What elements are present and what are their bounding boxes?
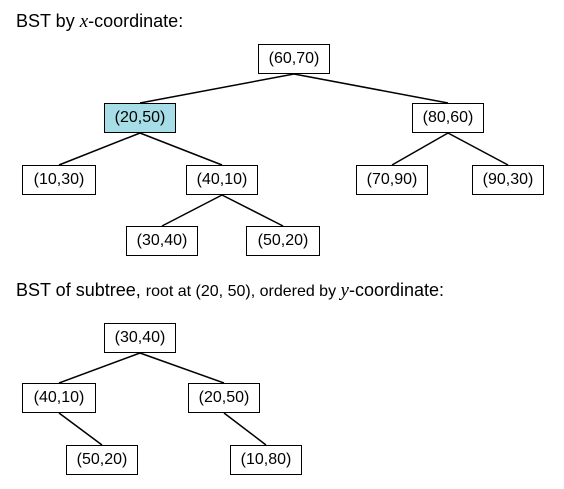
heading-tree-y-suffix: -coordinate: [348, 280, 445, 300]
heading-tree-y-small: root at (20, 50), ordered by [145, 283, 341, 300]
tree-x-node-n4010: (40,10) [186, 165, 258, 195]
heading-tree-x-var: x [79, 11, 89, 32]
heading-tree-y-prefix: BST of subtree, [16, 280, 146, 300]
tree-x-edge-n8060-n7090 [391, 132, 449, 166]
tree-x-edge-n6070-n8060 [293, 73, 449, 104]
tree-y-edge-m2050-m1080 [223, 412, 267, 446]
heading-tree-x-suffix: -coordinate: [88, 11, 184, 31]
heading-tree-x-prefix: BST by [16, 11, 80, 31]
tree-y-node-m2050: (20,50) [188, 383, 260, 413]
tree-x-node-n7090: (70,90) [356, 165, 428, 195]
tree-y-node-m1080: (10,80) [230, 445, 302, 475]
tree-x-node-n3040: (30,40) [126, 226, 198, 256]
tree-y-edge-m4010-m5020 [58, 412, 103, 446]
tree-x-node-n6070: (60,70) [258, 44, 330, 74]
tree-x-node-n9030: (90,30) [472, 165, 544, 195]
tree-x-edge-n6070-n2050 [139, 73, 295, 104]
tree-y-edge-m3040-m4010 [58, 352, 141, 384]
heading-tree-y-var: y [340, 280, 349, 301]
tree-x-edge-n4010-n5020 [221, 194, 284, 227]
tree-x-node-n1030: (10,30) [22, 165, 96, 195]
tree-x-edge-n8060-n9030 [447, 132, 509, 166]
tree-y-node-m3040: (30,40) [104, 323, 176, 353]
tree-y-node-m4010: (40,10) [22, 383, 96, 413]
tree-x-node-n2050: (20,50) [104, 103, 176, 133]
tree-x-edge-n2050-n1030 [58, 132, 141, 166]
heading-tree-x: BST by x-coordinate: [16, 10, 183, 33]
tree-y-node-m5020: (50,20) [66, 445, 138, 475]
tree-y-edge-m3040-m2050 [139, 352, 225, 384]
tree-x-node-n5020: (50,20) [246, 226, 320, 256]
tree-x-node-n8060: (80,60) [412, 103, 484, 133]
tree-x-edge-n2050-n4010 [139, 132, 223, 166]
tree-x-edge-n4010-n3040 [161, 194, 223, 227]
heading-tree-y: BST of subtree, root at (20, 50), ordere… [16, 279, 444, 303]
